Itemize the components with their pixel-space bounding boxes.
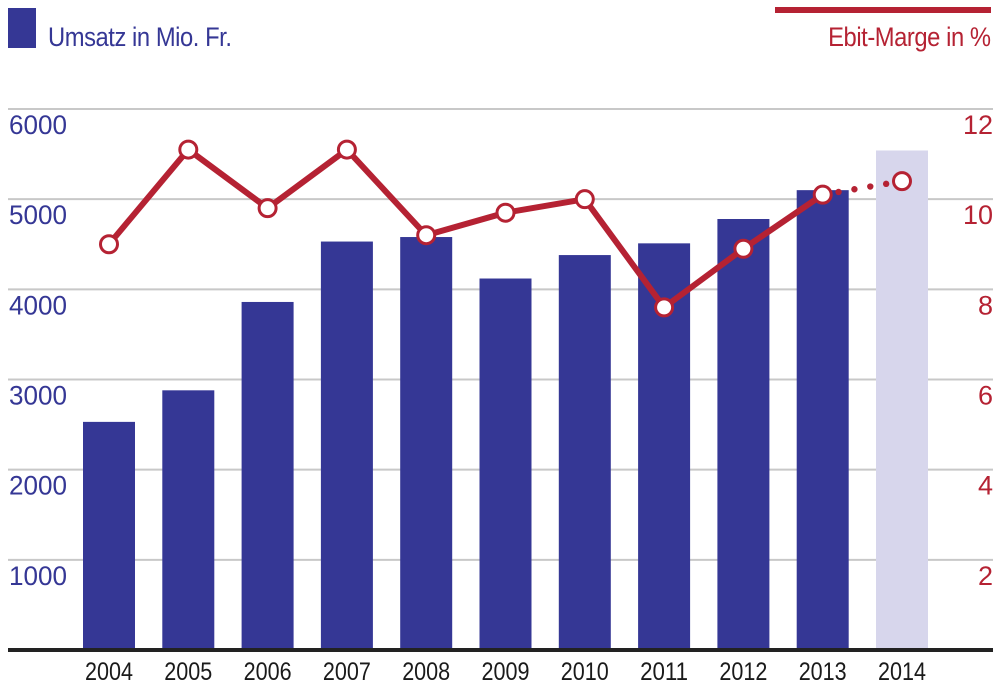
bar-2007 bbox=[320, 241, 373, 651]
bar-2013 bbox=[796, 190, 849, 650]
y-left-tick-label: 3000 bbox=[9, 381, 67, 411]
y-left-tick-label: 4000 bbox=[9, 290, 67, 320]
ebit-line-dot bbox=[835, 188, 842, 196]
marker-2013 bbox=[812, 184, 833, 205]
y-left-tick-label: 2000 bbox=[9, 471, 67, 501]
marker-2009 bbox=[495, 202, 516, 223]
marker-2005 bbox=[178, 139, 199, 160]
x-tick-label: 2011 bbox=[640, 658, 688, 686]
x-tick-label: 2009 bbox=[482, 658, 530, 686]
y-right-tick-label: 6 bbox=[978, 381, 993, 411]
x-tick-label: 2008 bbox=[402, 658, 450, 686]
bar-2012 bbox=[717, 219, 770, 650]
revenue-bars bbox=[83, 150, 928, 651]
y-right-tick-label: 4 bbox=[978, 471, 993, 501]
x-tick-label: 2004 bbox=[85, 658, 133, 686]
x-tick-label: 2006 bbox=[244, 658, 292, 686]
ebit-line-dot bbox=[851, 186, 858, 193]
bar-2006 bbox=[241, 301, 294, 650]
y-left-tick-label: 6000 bbox=[9, 110, 67, 140]
legend-swatch-ebit-margin bbox=[775, 7, 991, 13]
y-left-tick-label: 5000 bbox=[9, 200, 67, 230]
x-tick-label: 2007 bbox=[323, 658, 371, 686]
bar-2004 bbox=[83, 421, 135, 650]
x-tick-label: 2012 bbox=[719, 658, 767, 686]
legend-label-ebit-margin: Ebit-Marge in % bbox=[828, 22, 992, 52]
bar-2009 bbox=[479, 278, 532, 650]
marker-2014 bbox=[892, 171, 912, 192]
ebit-line-solid bbox=[106, 146, 825, 311]
marker-2008 bbox=[416, 225, 437, 246]
marker-2007 bbox=[336, 139, 357, 160]
x-tick-label: 2013 bbox=[799, 658, 847, 686]
bar-2005 bbox=[162, 390, 215, 650]
y-right-tick-label: 2 bbox=[978, 561, 993, 591]
marker-2006 bbox=[257, 198, 278, 219]
x-tick-label: 2010 bbox=[561, 658, 609, 686]
legend-label-revenue: Umsatz in Mio. Fr. bbox=[48, 22, 232, 52]
marker-2004 bbox=[99, 234, 119, 255]
ebit-line-dot bbox=[882, 180, 890, 188]
bar-2010 bbox=[558, 255, 611, 650]
marker-2011 bbox=[654, 297, 675, 318]
y-right-tick-label: 12 bbox=[963, 110, 993, 140]
y-right-tick-label: 8 bbox=[978, 290, 993, 320]
bar-2014 bbox=[876, 150, 928, 650]
marker-2012 bbox=[733, 238, 754, 259]
ebit-margin-line bbox=[99, 139, 912, 318]
x-tick-label: 2014 bbox=[878, 658, 926, 686]
y-right-tick-label: 10 bbox=[963, 200, 993, 230]
bar-2008 bbox=[400, 237, 453, 650]
x-tick-label: 2005 bbox=[164, 658, 212, 686]
ebit-line-dot bbox=[867, 183, 874, 190]
y-left-tick-label: 1000 bbox=[9, 561, 67, 591]
legend-swatch-revenue bbox=[8, 8, 36, 48]
axis-labels: 1000 2000 3000 4000 5000 6000 2 4 6 8 10 12 2004 2005… bbox=[9, 110, 993, 686]
marker-2010 bbox=[574, 189, 595, 210]
